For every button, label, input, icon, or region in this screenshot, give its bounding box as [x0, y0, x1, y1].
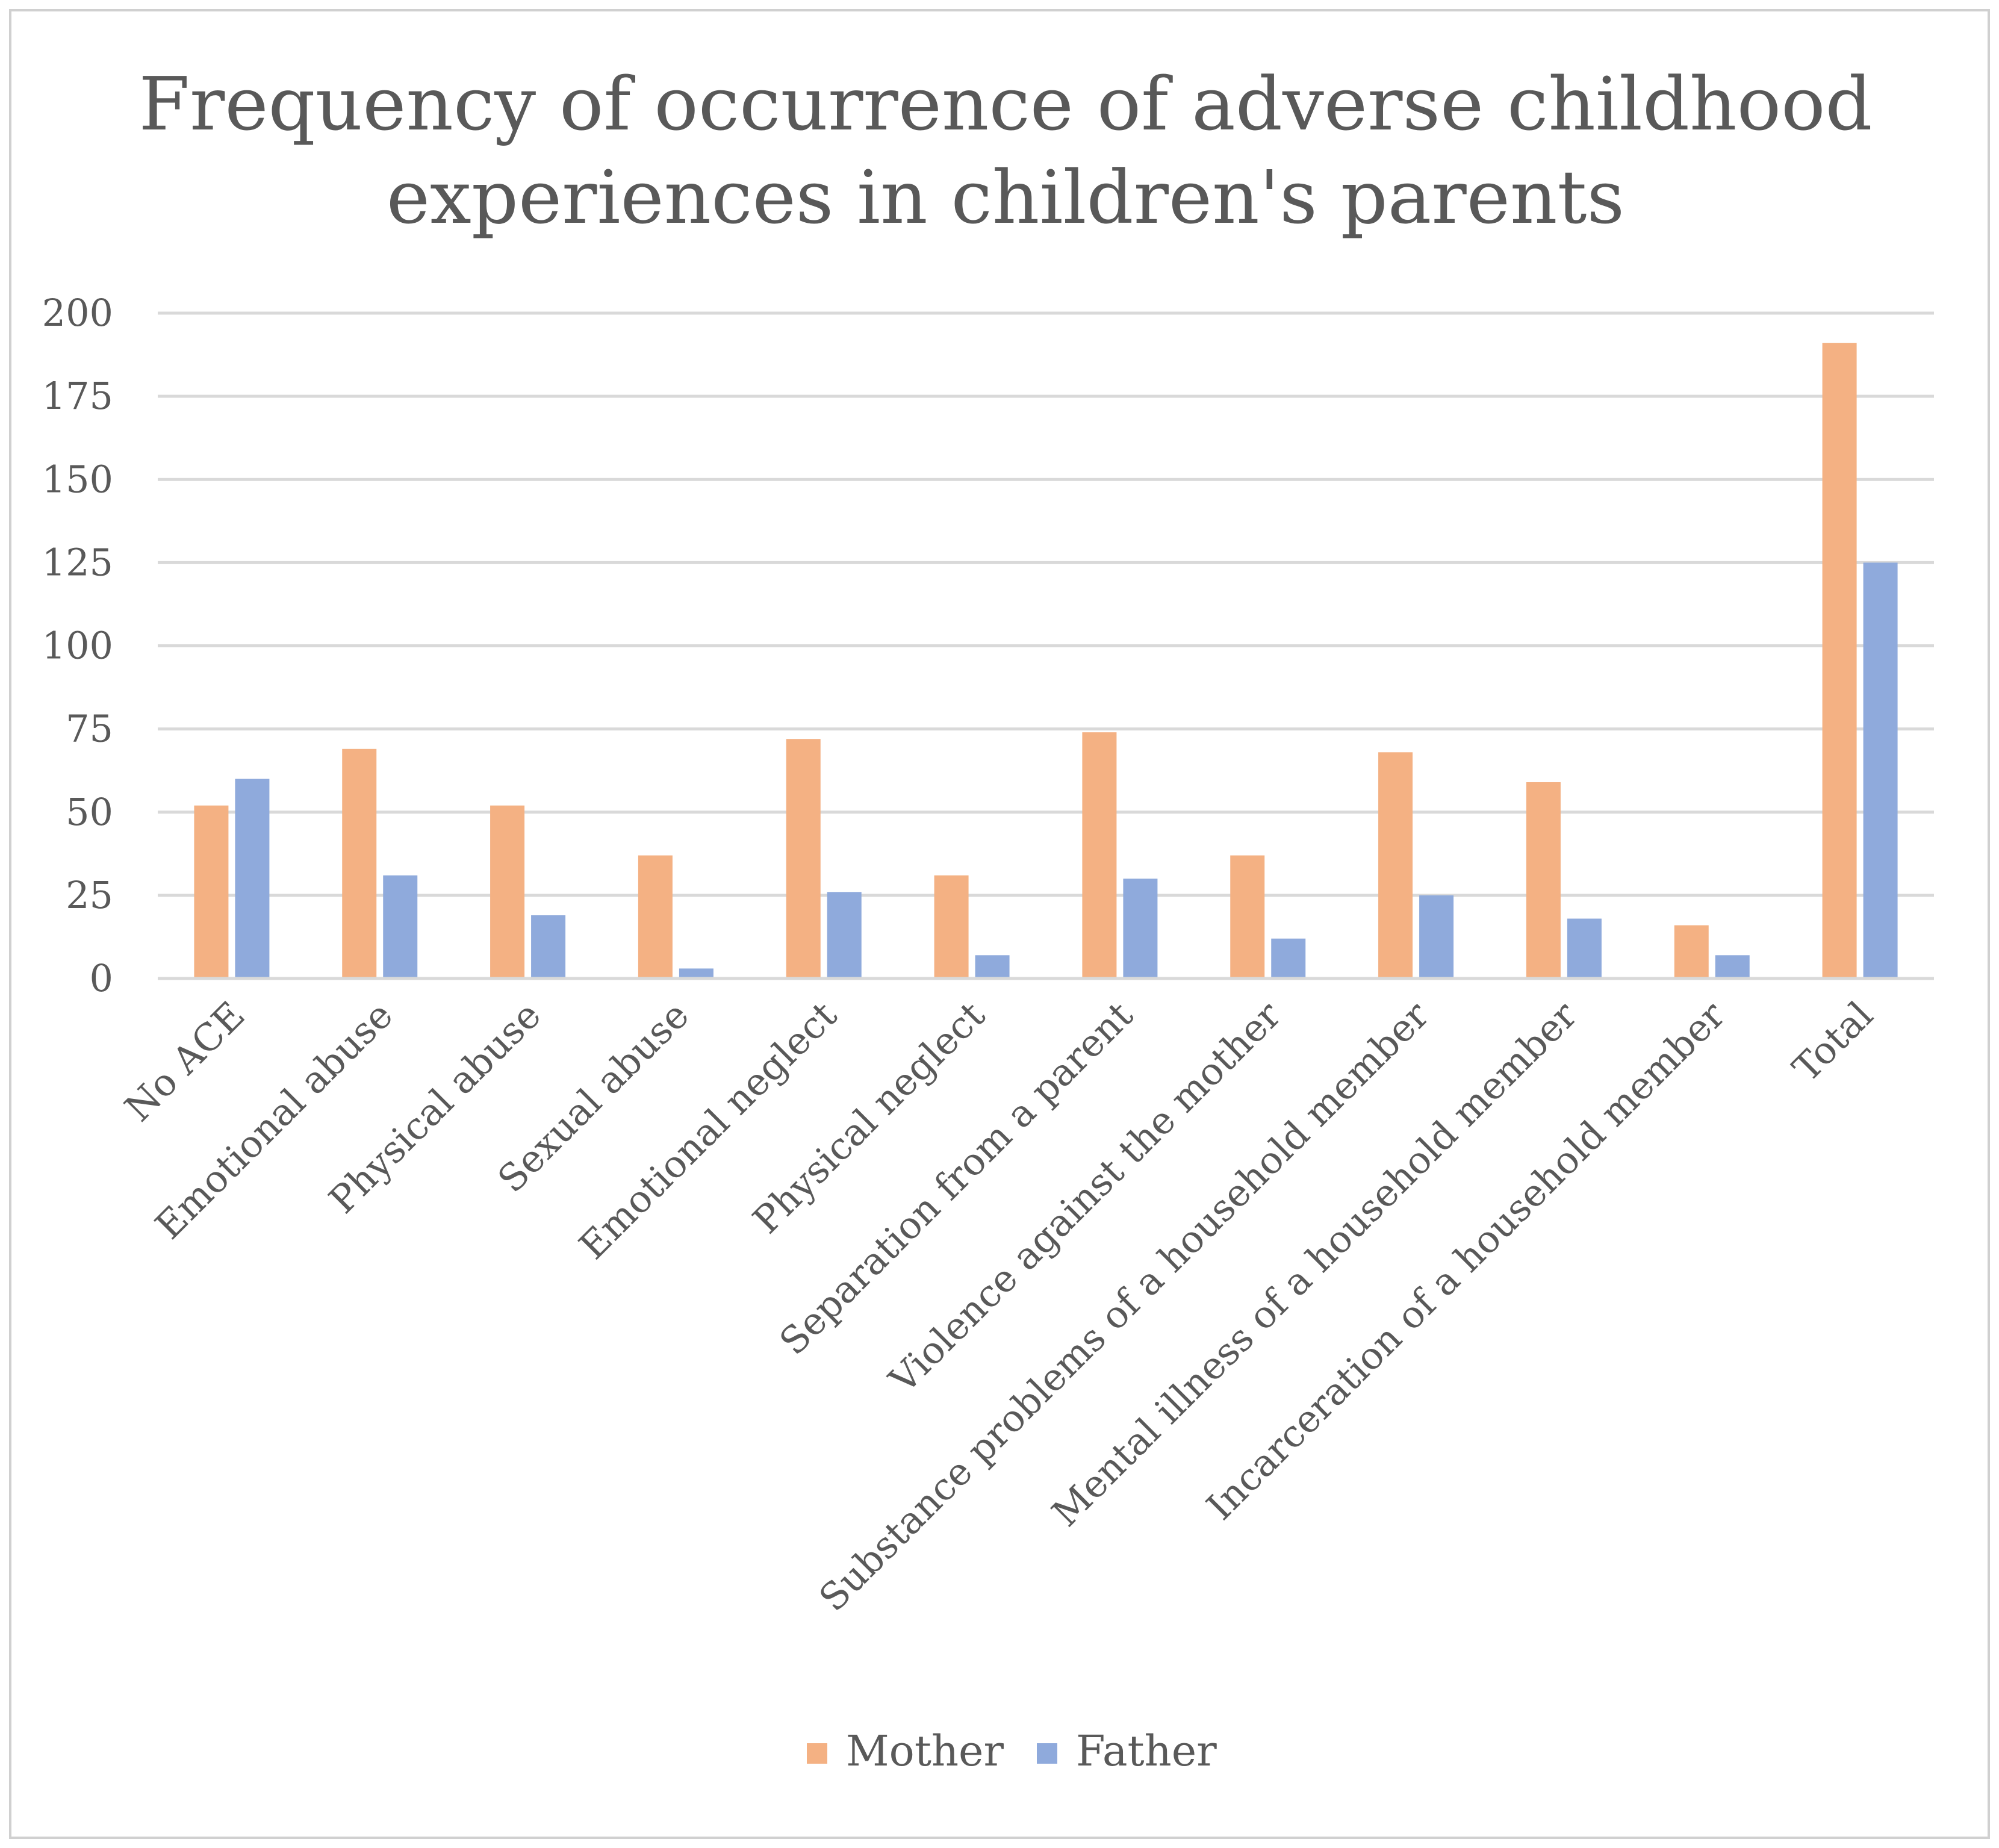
legend-swatch-father — [1037, 1743, 1057, 1764]
bar-mother-8 — [1378, 752, 1413, 978]
y-tick-label: 150 — [42, 457, 113, 501]
bar-father-6 — [1123, 879, 1158, 978]
chart-title-line-1: Frequency of occurrence of adverse child… — [138, 61, 1872, 147]
y-tick-label: 175 — [42, 374, 113, 418]
y-tick-label: 200 — [42, 291, 113, 335]
legend: Mother Father — [807, 1726, 1217, 1776]
bar-father-0 — [235, 779, 270, 978]
bar-father-7 — [1271, 938, 1306, 978]
bar-mother-9 — [1526, 782, 1561, 978]
y-tick-label: 0 — [90, 956, 113, 1000]
bar-father-9 — [1567, 918, 1602, 978]
bar-mother-11 — [1822, 343, 1857, 978]
bar-father-3 — [679, 968, 713, 978]
grid-lines — [158, 311, 1934, 980]
legend-label-mother: Mother — [846, 1726, 1004, 1776]
y-tick-label: 25 — [66, 873, 113, 917]
bar-father-1 — [383, 875, 418, 978]
bar-mother-4 — [786, 739, 821, 978]
bar-father-2 — [531, 915, 566, 978]
bar-mother-10 — [1674, 925, 1709, 978]
bar-father-11 — [1863, 562, 1898, 978]
legend-swatch-mother — [807, 1743, 827, 1764]
y-tick-label: 50 — [66, 790, 113, 834]
y-tick-label: 100 — [42, 624, 113, 668]
bar-mother-7 — [1230, 855, 1265, 978]
chart-title-line-2: experiences in children's parents — [387, 155, 1624, 240]
bar-mother-1 — [342, 748, 377, 978]
bar-mother-2 — [490, 805, 525, 978]
bar-mother-5 — [934, 875, 969, 978]
y-tick-label: 125 — [42, 540, 113, 584]
legend-label-father: Father — [1076, 1726, 1217, 1776]
y-tick-label: 75 — [66, 707, 113, 751]
bar-father-4 — [827, 892, 862, 978]
chart-border — [9, 9, 1990, 1839]
bar-mother-3 — [638, 855, 673, 978]
bar-father-8 — [1419, 895, 1454, 978]
bar-father-5 — [975, 955, 1010, 978]
y-axis: 0 25 50 75 100 125 150 175 200 — [42, 291, 113, 1000]
bars — [194, 343, 1898, 978]
bar-father-10 — [1715, 955, 1750, 978]
bar-mother-6 — [1082, 732, 1117, 978]
bar-mother-0 — [194, 805, 229, 978]
chart-title: Frequency of occurrence of adverse child… — [138, 61, 1872, 240]
